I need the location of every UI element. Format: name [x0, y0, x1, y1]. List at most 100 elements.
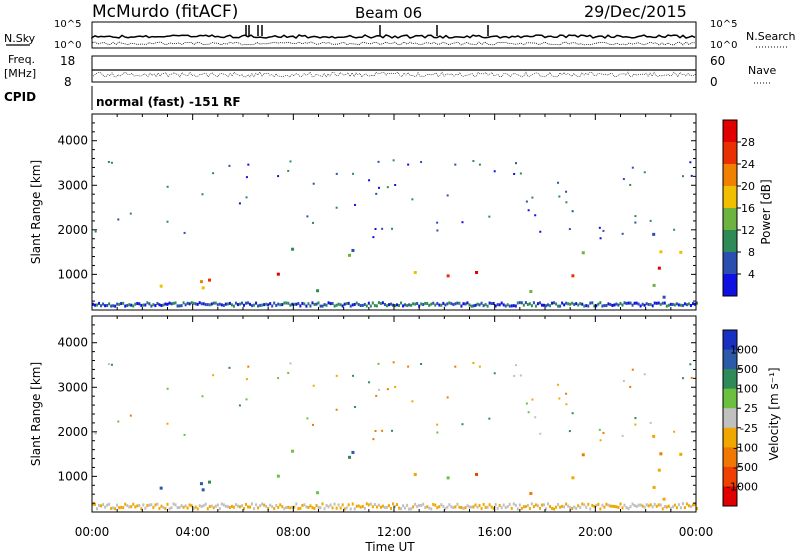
velocity-cell [373, 502, 376, 506]
power-ylabel: Slant Range [km] [29, 160, 43, 264]
power-cell [605, 304, 608, 308]
power-cell [110, 161, 113, 164]
power-cell [673, 303, 676, 307]
power-cell [301, 301, 304, 305]
velocity-cell [323, 507, 326, 511]
velocity-axes: 1000 2000 3000 4000 [57, 316, 697, 512]
power-cell [267, 303, 270, 307]
power-cell [96, 303, 99, 307]
velocity-cell [383, 505, 386, 509]
velocity-cell [140, 507, 143, 511]
velocity-cell [454, 365, 457, 368]
velocity-cell [259, 504, 262, 508]
velocity-cell [669, 506, 672, 510]
power-cell [341, 304, 344, 308]
power-cell [571, 301, 574, 305]
power-cell [166, 185, 169, 188]
noise-right-tick-top: 10^5 [710, 19, 737, 30]
velocity-cell [518, 503, 521, 507]
power-cell [522, 303, 525, 307]
colorbar-frame [722, 329, 738, 507]
power-cell [275, 303, 278, 307]
velocity-cell [691, 503, 694, 507]
velocity-cell [150, 503, 153, 507]
power-cell [603, 304, 606, 308]
velocity-cell [634, 423, 637, 426]
power-cell [327, 301, 330, 305]
power-cell [420, 302, 423, 306]
velocity-cell [158, 506, 161, 510]
velocity-cell [475, 472, 479, 476]
power-cell [368, 179, 371, 182]
velocity-cell [126, 504, 129, 508]
power-cell [319, 304, 322, 308]
power-cell [265, 302, 268, 306]
power-cell [100, 304, 103, 308]
power-cell [420, 160, 423, 163]
power-cell [396, 303, 399, 307]
power-cell [450, 302, 453, 306]
velocity-cell [351, 502, 354, 506]
power-cell [238, 202, 241, 205]
power-cell [307, 302, 310, 306]
power-cell [295, 302, 298, 306]
velocity-cell [201, 395, 204, 398]
power-cell [662, 295, 666, 299]
velocity-cell [659, 452, 663, 456]
colorbar-swatch [723, 447, 737, 468]
velocity-cell [561, 504, 564, 508]
velocity-cell [106, 503, 109, 507]
velocity-cell [571, 507, 574, 511]
velocity-cell [146, 504, 149, 508]
power-cell [545, 304, 547, 308]
power-cell [634, 221, 637, 224]
power-cell [609, 303, 612, 307]
velocity-cell [374, 429, 377, 432]
velocity-cell [621, 434, 624, 437]
power-cell [458, 301, 461, 305]
velocity-cell [514, 503, 517, 507]
colorbar-tick-label: 24 [741, 158, 755, 171]
power-cell [599, 237, 602, 240]
velocity-cell [653, 502, 656, 506]
power-cell [329, 302, 332, 306]
power-cell [363, 302, 366, 306]
power-cell [539, 230, 542, 233]
power-cell [454, 302, 457, 306]
velocity-cell [411, 400, 414, 403]
power-cell [671, 302, 674, 306]
power-cell [598, 226, 601, 229]
power-cell [271, 304, 274, 308]
velocity-cell [557, 503, 560, 507]
power-cell [305, 304, 308, 308]
power-cell [696, 301, 698, 305]
velocity-cell [263, 503, 266, 507]
velocity-cell [128, 505, 131, 509]
power-cell [245, 301, 248, 305]
velocity-cell [613, 504, 616, 508]
power-cell [386, 186, 389, 189]
colorbar-tick-label: 16 [741, 202, 755, 215]
velocity-cell [206, 507, 209, 511]
velocity-cell [673, 430, 676, 433]
power-cell [317, 301, 320, 305]
velocity-cell [98, 503, 101, 507]
velocity-cell [164, 507, 167, 511]
velocity-cell [335, 408, 338, 411]
power-cell [228, 301, 231, 305]
power-cell [263, 303, 266, 307]
velocity-cell [506, 505, 509, 509]
power-cell [653, 301, 656, 305]
power-cell [549, 304, 552, 308]
power-cell [673, 228, 676, 231]
power-cell [418, 304, 421, 308]
power-cell [669, 302, 672, 306]
velocity-cell [152, 506, 155, 510]
velocity-cell [565, 392, 568, 395]
power-cell [635, 301, 638, 305]
noise-search-trace [91, 41, 696, 46]
velocity-cell [391, 502, 394, 506]
power-cell [404, 303, 407, 307]
power-cell [634, 215, 637, 218]
velocity-cell [190, 504, 193, 508]
